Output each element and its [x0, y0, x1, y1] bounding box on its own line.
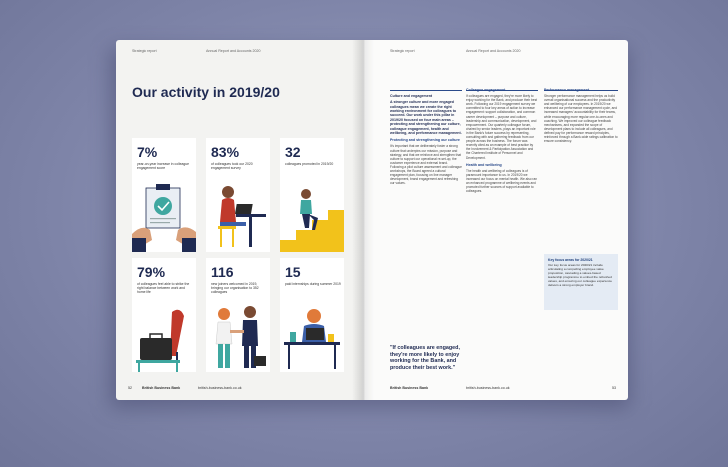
handshake-illustration [215, 306, 266, 368]
subheading: Protecting and strengthening our culture [390, 138, 460, 143]
column-rule [390, 90, 462, 91]
key-focus-heading: Key focus areas for 2020/21 [548, 258, 593, 262]
subheading: Health and wellbeing [466, 162, 502, 167]
section-heading: Colleague engagement [466, 88, 506, 92]
stat-value: 79% [137, 264, 166, 280]
section-heading: Culture and engagement [390, 94, 433, 98]
left-footer-org: British Business Bank [142, 386, 181, 390]
right-footer-url: british-business-bank.co.uk [466, 386, 510, 390]
clipboard-check-illustration [132, 184, 196, 252]
left-page: Strategic report Annual Report and Accou… [116, 40, 362, 400]
pull-quote: "If colleagues are engaged, they're more… [390, 345, 460, 371]
left-footer-page-number: 52 [128, 386, 132, 390]
right-footer-org: British Business Bank [390, 386, 429, 390]
key-focus-body: Our key focus areas for 2020/21 include … [548, 263, 612, 287]
stat-caption: new joiners welcomed in 2019, bringing o… [211, 282, 259, 295]
stat-tile-work-life-balance: 79% of colleagues feel able to strike th… [132, 258, 196, 372]
stat-value: 15 [285, 264, 301, 280]
body-paragraph: It's important that we deliberately fost… [390, 144, 462, 186]
stat-tile-engagement-increase: 7% year-on-year increase in colleague en… [132, 138, 196, 252]
right-footer-page-number: 53 [612, 386, 616, 390]
stat-caption: year-on-year increase in colleague engag… [137, 162, 190, 171]
stat-value: 7% [137, 144, 158, 160]
right-running-head-section: Strategic report [390, 49, 415, 53]
stat-tile-promotions: 32 colleagues promoted in 2019/20 [280, 138, 344, 252]
woman-laptop-illustration [218, 186, 266, 247]
stairs-climbing-illustration [280, 189, 344, 252]
right-running-head-title: Annual Report and Accounts 2020 [466, 49, 521, 53]
stat-value: 83% [211, 144, 240, 160]
stat-tile-new-joiners: 116 new joiners welcomed in 2019, bringi… [206, 258, 270, 372]
spine-shadow [352, 40, 374, 400]
page-title: Our activity in 2019/20 [132, 84, 280, 100]
body-paragraph: If colleagues are engaged, they're more … [466, 94, 538, 160]
stat-value: 32 [285, 144, 301, 160]
stat-caption: paid internships during summer 2019 [285, 282, 341, 286]
column-colleague-engagement: Colleague engagement If colleagues are e… [466, 88, 538, 196]
stat-caption: of colleagues took our 2020 engagement s… [211, 162, 253, 171]
lead-paragraph: A stronger culture and more engaged coll… [390, 100, 462, 135]
stat-tile-internships: 15 paid internships during summer 2019 [280, 258, 344, 372]
briefcase-umbrella-illustration [136, 309, 184, 372]
desk-worker-illustration [284, 309, 340, 369]
stat-value: 116 [211, 264, 234, 280]
column-rule [466, 90, 538, 91]
right-page: Strategic report Annual Report and Accou… [362, 40, 628, 400]
body-paragraph: Stronger performance management helps us… [544, 94, 618, 144]
left-running-head-section: Strategic report [132, 49, 157, 53]
stat-caption: of colleagues feel able to strike the ri… [137, 282, 190, 295]
left-footer-url: british-business-bank.co.uk [198, 386, 242, 390]
body-paragraph: The health and wellbeing of colleagues i… [466, 168, 537, 194]
section-heading: Performance management [544, 88, 590, 92]
stat-tile-survey-participation: 83% of colleagues took our 2020 engageme… [206, 138, 270, 252]
column-performance-management: Performance management Stronger performa… [544, 88, 618, 146]
column-culture-engagement: Culture and engagement A stronger cultur… [390, 94, 462, 188]
key-focus-box: Key focus areas for 2020/21 Our key focu… [544, 254, 618, 310]
left-running-head-title: Annual Report and Accounts 2020 [206, 49, 261, 53]
stat-caption: colleagues promoted in 2019/20 [285, 162, 334, 166]
column-rule [544, 90, 618, 91]
